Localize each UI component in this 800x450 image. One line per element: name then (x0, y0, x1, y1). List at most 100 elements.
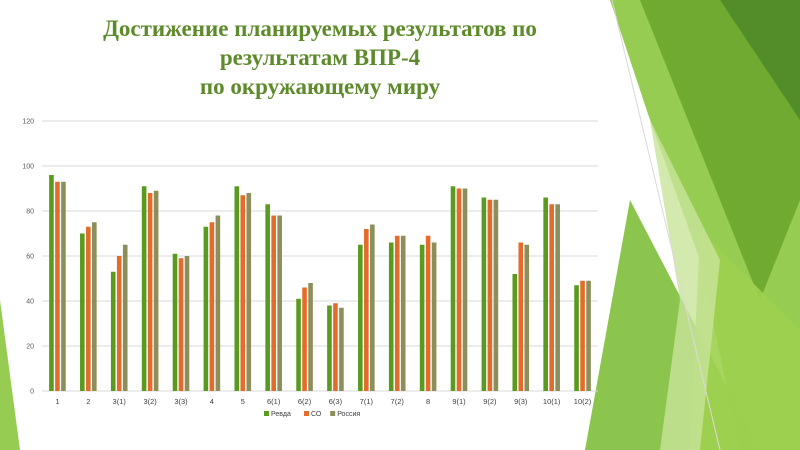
decor-shape-5 (690, 230, 800, 450)
bar-3-2 (92, 222, 97, 391)
bar-1-12 (388, 242, 394, 391)
bar-3-7 (246, 193, 252, 391)
legend-swatch (264, 411, 269, 416)
bar-2-14 (456, 188, 462, 391)
x-tick-label: 3(2) (143, 397, 157, 406)
bar-2-17 (549, 204, 554, 391)
y-tick-label: 80 (26, 209, 34, 216)
bar-3-9 (308, 283, 313, 391)
x-tick-label: 7(2) (391, 397, 405, 406)
bar-1-8 (265, 204, 270, 391)
bar-3-17 (555, 204, 560, 391)
y-tick-label: 60 (26, 254, 34, 261)
x-tick-label: 6(2) (298, 397, 312, 406)
bar-1-16 (512, 274, 518, 391)
x-tick-label: 3(1) (113, 397, 127, 406)
bar-2-13 (425, 235, 431, 391)
bar-2-3 (116, 256, 122, 391)
bar-1-10 (327, 305, 332, 391)
bar-1-13 (419, 244, 425, 391)
bar-1-9 (296, 298, 301, 391)
bars (49, 175, 591, 391)
bar-3-10 (339, 307, 344, 391)
x-tick-label: 6(1) (267, 397, 281, 406)
title-line-1: Достижение планируемых результатов по (103, 16, 537, 41)
x-tick-label: 1 (55, 397, 59, 406)
bar-3-4 (153, 190, 159, 391)
legend-label: Ревда (271, 411, 291, 418)
bar-3-18 (586, 280, 591, 391)
bar-3-14 (462, 188, 468, 391)
bar-2-18 (580, 280, 585, 391)
y-axis-ticks: 0 20 40 60 80 100 120 (22, 119, 34, 396)
x-tick-label: 9(3) (514, 397, 528, 406)
x-tick-label: 3(3) (174, 397, 188, 406)
bar-1-15 (481, 197, 487, 391)
legend-swatch (330, 411, 336, 416)
bar-2-6 (209, 222, 215, 391)
legend-swatch (304, 411, 309, 416)
decor-shape-7 (0, 300, 20, 450)
bar-2-10 (333, 303, 338, 391)
bar-2-9 (302, 287, 307, 391)
bar-2-7 (240, 195, 246, 391)
x-tick-label: 9(2) (483, 397, 497, 406)
bar-1-7 (234, 186, 240, 391)
legend-label: Россия (337, 411, 360, 418)
x-tick-label: 8 (426, 397, 430, 406)
bar-3-15 (493, 199, 499, 391)
y-tick-label: 100 (22, 164, 34, 171)
bar-1-6 (203, 226, 209, 391)
x-tick-label: 2 (86, 397, 90, 406)
bar-2-16 (518, 242, 524, 391)
legend-label: СО (311, 411, 322, 418)
bar-3-11 (370, 224, 375, 391)
y-tick-label: 0 (30, 389, 34, 396)
bar-1-3 (110, 271, 116, 391)
x-tick-label: 6(3) (329, 397, 343, 406)
bar-2-8 (271, 215, 276, 391)
decor-shape-3 (720, 0, 800, 120)
bar-3-3 (122, 244, 128, 391)
y-tick-label: 120 (22, 119, 34, 126)
bar-3-5 (184, 256, 190, 391)
x-tick-label: 10(1) (543, 397, 561, 406)
bar-1-2 (80, 233, 85, 391)
x-tick-label: 9(1) (452, 397, 466, 406)
bar-2-5 (178, 258, 184, 391)
y-tick-label: 40 (26, 299, 34, 306)
x-tick-label: 5 (241, 397, 245, 406)
bar-1-5 (172, 253, 178, 391)
decor-shape-6 (650, 120, 720, 450)
legend: Ревда СО Россия (264, 411, 360, 418)
bar-2-1 (55, 181, 60, 391)
bar-2-12 (394, 235, 400, 391)
x-axis-labels: 1 2 3(1) 3(2) 3(3) 4 5 6(1) 6(2) 6(3) 7(1) 7(2) 8 9(1… (55, 397, 591, 406)
bar-1-14 (450, 186, 456, 391)
y-tick-label: 20 (26, 344, 34, 351)
x-tick-label: 7(1) (360, 397, 374, 406)
bar-1-4 (141, 186, 147, 391)
bar-1-11 (358, 244, 363, 391)
bar-3-13 (431, 242, 437, 391)
bar-2-2 (86, 226, 91, 391)
gridlines (42, 120, 598, 392)
x-tick-label: 4 (210, 397, 214, 406)
bar-2-4 (147, 193, 153, 391)
bar-1-1 (49, 175, 54, 391)
bar-1-18 (574, 285, 579, 391)
slide-title: Достижение планируемых результатов по ре… (30, 14, 610, 101)
decor-shape-2 (640, 0, 800, 300)
bar-2-11 (364, 229, 369, 391)
bar-3-16 (524, 244, 530, 391)
bar-3-12 (400, 235, 406, 391)
bar-3-1 (61, 181, 66, 391)
title-line-2: результатам ВПР-4 (219, 45, 421, 70)
title-line-3: по окружающему миру (199, 74, 441, 99)
x-tick-label: 10(2) (574, 397, 592, 406)
bar-3-8 (277, 215, 282, 391)
bar-3-6 (215, 215, 221, 391)
bar-1-17 (543, 197, 548, 391)
